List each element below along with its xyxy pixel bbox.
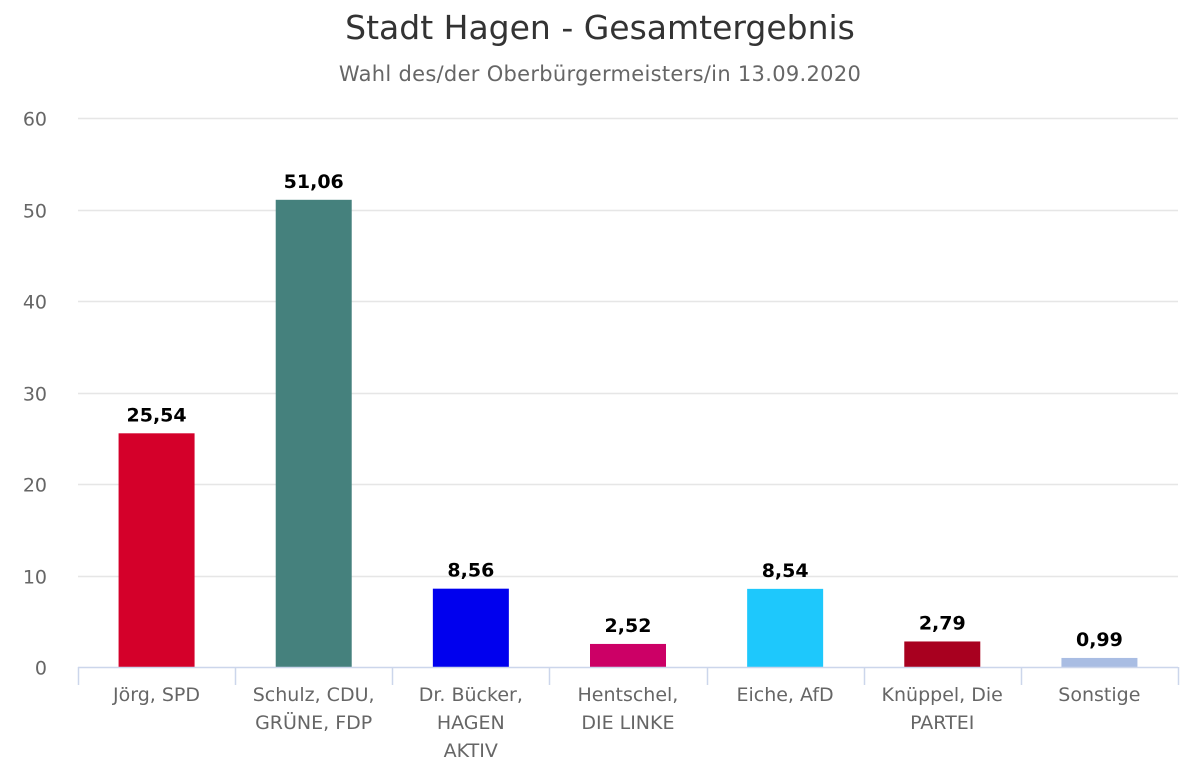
x-tick-label-line: HAGEN <box>436 712 505 734</box>
x-tick-label: Jörg, SPD <box>78 681 235 709</box>
y-tick-label: 0 <box>35 658 47 680</box>
x-tick-label-line: Dr. Bücker, <box>418 684 523 706</box>
data-labels: 25,54 51,06 8,56 2,52 8,54 2,79 0,99 <box>127 171 1123 651</box>
data-label: 51,06 <box>284 171 344 193</box>
grid-lines <box>78 117 1178 578</box>
y-tick-label: 20 <box>23 475 47 497</box>
bar[interactable] <box>904 641 981 667</box>
bar[interactable] <box>432 588 509 667</box>
x-tick-label-line: Hentschel, <box>577 684 679 706</box>
x-tick-label-line: GRÜNE, FDP <box>255 712 373 734</box>
chart-title: Stadt Hagen - Gesamtergebnis <box>345 8 855 47</box>
y-axis: 0 10 20 30 40 50 60 <box>23 109 47 680</box>
y-tick-label: 40 <box>23 292 47 314</box>
x-tick-label-line: DIE LINKE <box>581 712 675 734</box>
bar[interactable] <box>118 433 195 667</box>
x-tick-label-line: Sonstige <box>1058 684 1141 706</box>
data-label: 8,56 <box>447 560 494 582</box>
data-label: 25,54 <box>127 404 187 426</box>
x-tick-label: Dr. Bücker, HAGEN AKTIV <box>392 681 549 765</box>
bars <box>118 199 1138 667</box>
data-label: 2,79 <box>919 612 966 634</box>
x-tick-label-line: Jörg, SPD <box>113 684 200 706</box>
x-tick-label-line: Eiche, AfD <box>736 684 834 706</box>
x-tick-label-line: AKTIV <box>443 740 498 762</box>
y-tick-label: 30 <box>23 384 47 406</box>
x-tick-label: Schulz, CDU, GRÜNE, FDP <box>235 681 392 737</box>
y-tick-label: 60 <box>23 109 47 131</box>
bar[interactable] <box>590 643 666 667</box>
x-tick-label-line: Schulz, CDU, <box>252 684 375 706</box>
data-label: 0,99 <box>1076 629 1123 651</box>
data-label: 8,54 <box>762 560 809 582</box>
chart-subtitle: Wahl des/der Oberbürgermeisters/in 13.09… <box>338 62 862 86</box>
x-tick-label: Hentschel, DIE LINKE <box>549 681 706 737</box>
x-axis <box>77 666 1180 685</box>
bar[interactable] <box>747 588 824 667</box>
data-label: 2,52 <box>605 615 652 637</box>
y-tick-label: 10 <box>23 567 47 589</box>
bar[interactable] <box>275 199 352 667</box>
x-tick-label: Eiche, AfD <box>707 681 864 709</box>
x-tick-label: Knüppel, Die PARTEI <box>864 681 1021 737</box>
y-tick-label: 50 <box>23 201 47 223</box>
x-tick-label: Sonstige <box>1021 681 1178 709</box>
x-tick-label-line: Knüppel, Die <box>881 684 1003 706</box>
x-tick-label-line: PARTEI <box>910 712 975 734</box>
bar[interactable] <box>1061 657 1138 667</box>
